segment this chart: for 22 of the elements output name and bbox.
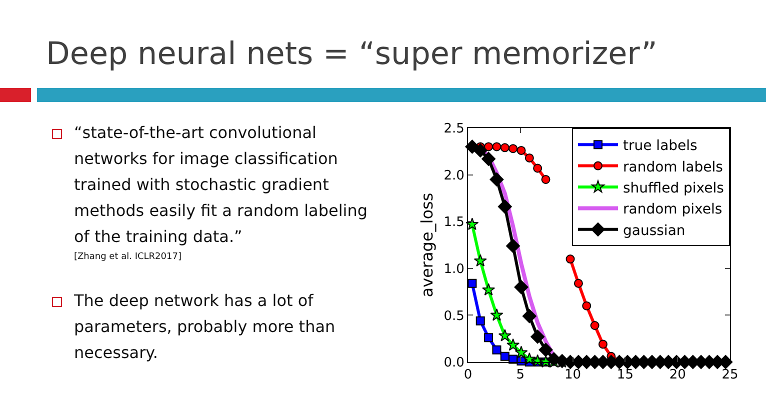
legend-label: random labels	[623, 159, 723, 176]
x-tick-label: 5	[516, 368, 525, 383]
y-tick-label: 1.0	[444, 262, 464, 277]
y-tick-label: 0.0	[444, 356, 464, 371]
x-tick-label: 25	[722, 368, 738, 383]
text: [Zhang et al. ICLR2017]	[73, 251, 182, 264]
chart-title: Deep neural nets = “super memorizer”	[46, 36, 658, 72]
y-tick-label: 2.0	[444, 168, 464, 184]
x-tick-label: 15	[616, 368, 634, 383]
y-tick-label: 1.5	[444, 215, 464, 230]
text: “state-of-the-art convolutional networks for image classification trained with stochastic gradient methods easily fit a random labeling of the training data.”	[73, 122, 369, 248]
x-tick-label: 0	[464, 368, 472, 383]
text: The deep network has a lot of parameters, probably more than necessary.	[73, 290, 336, 364]
x-tick-label: 20	[669, 368, 686, 383]
legend-label: gaussian	[623, 222, 686, 239]
legend-label: random pixels	[623, 202, 722, 218]
x-tick-label: 10	[564, 368, 582, 383]
legend-label: shuffled pixels	[623, 180, 724, 196]
y-axis-title: average_loss	[418, 192, 437, 298]
y-tick-label: 2.5	[444, 122, 464, 137]
legend-label: true labels	[623, 138, 698, 154]
y-tick-label: 0.5	[444, 308, 464, 324]
